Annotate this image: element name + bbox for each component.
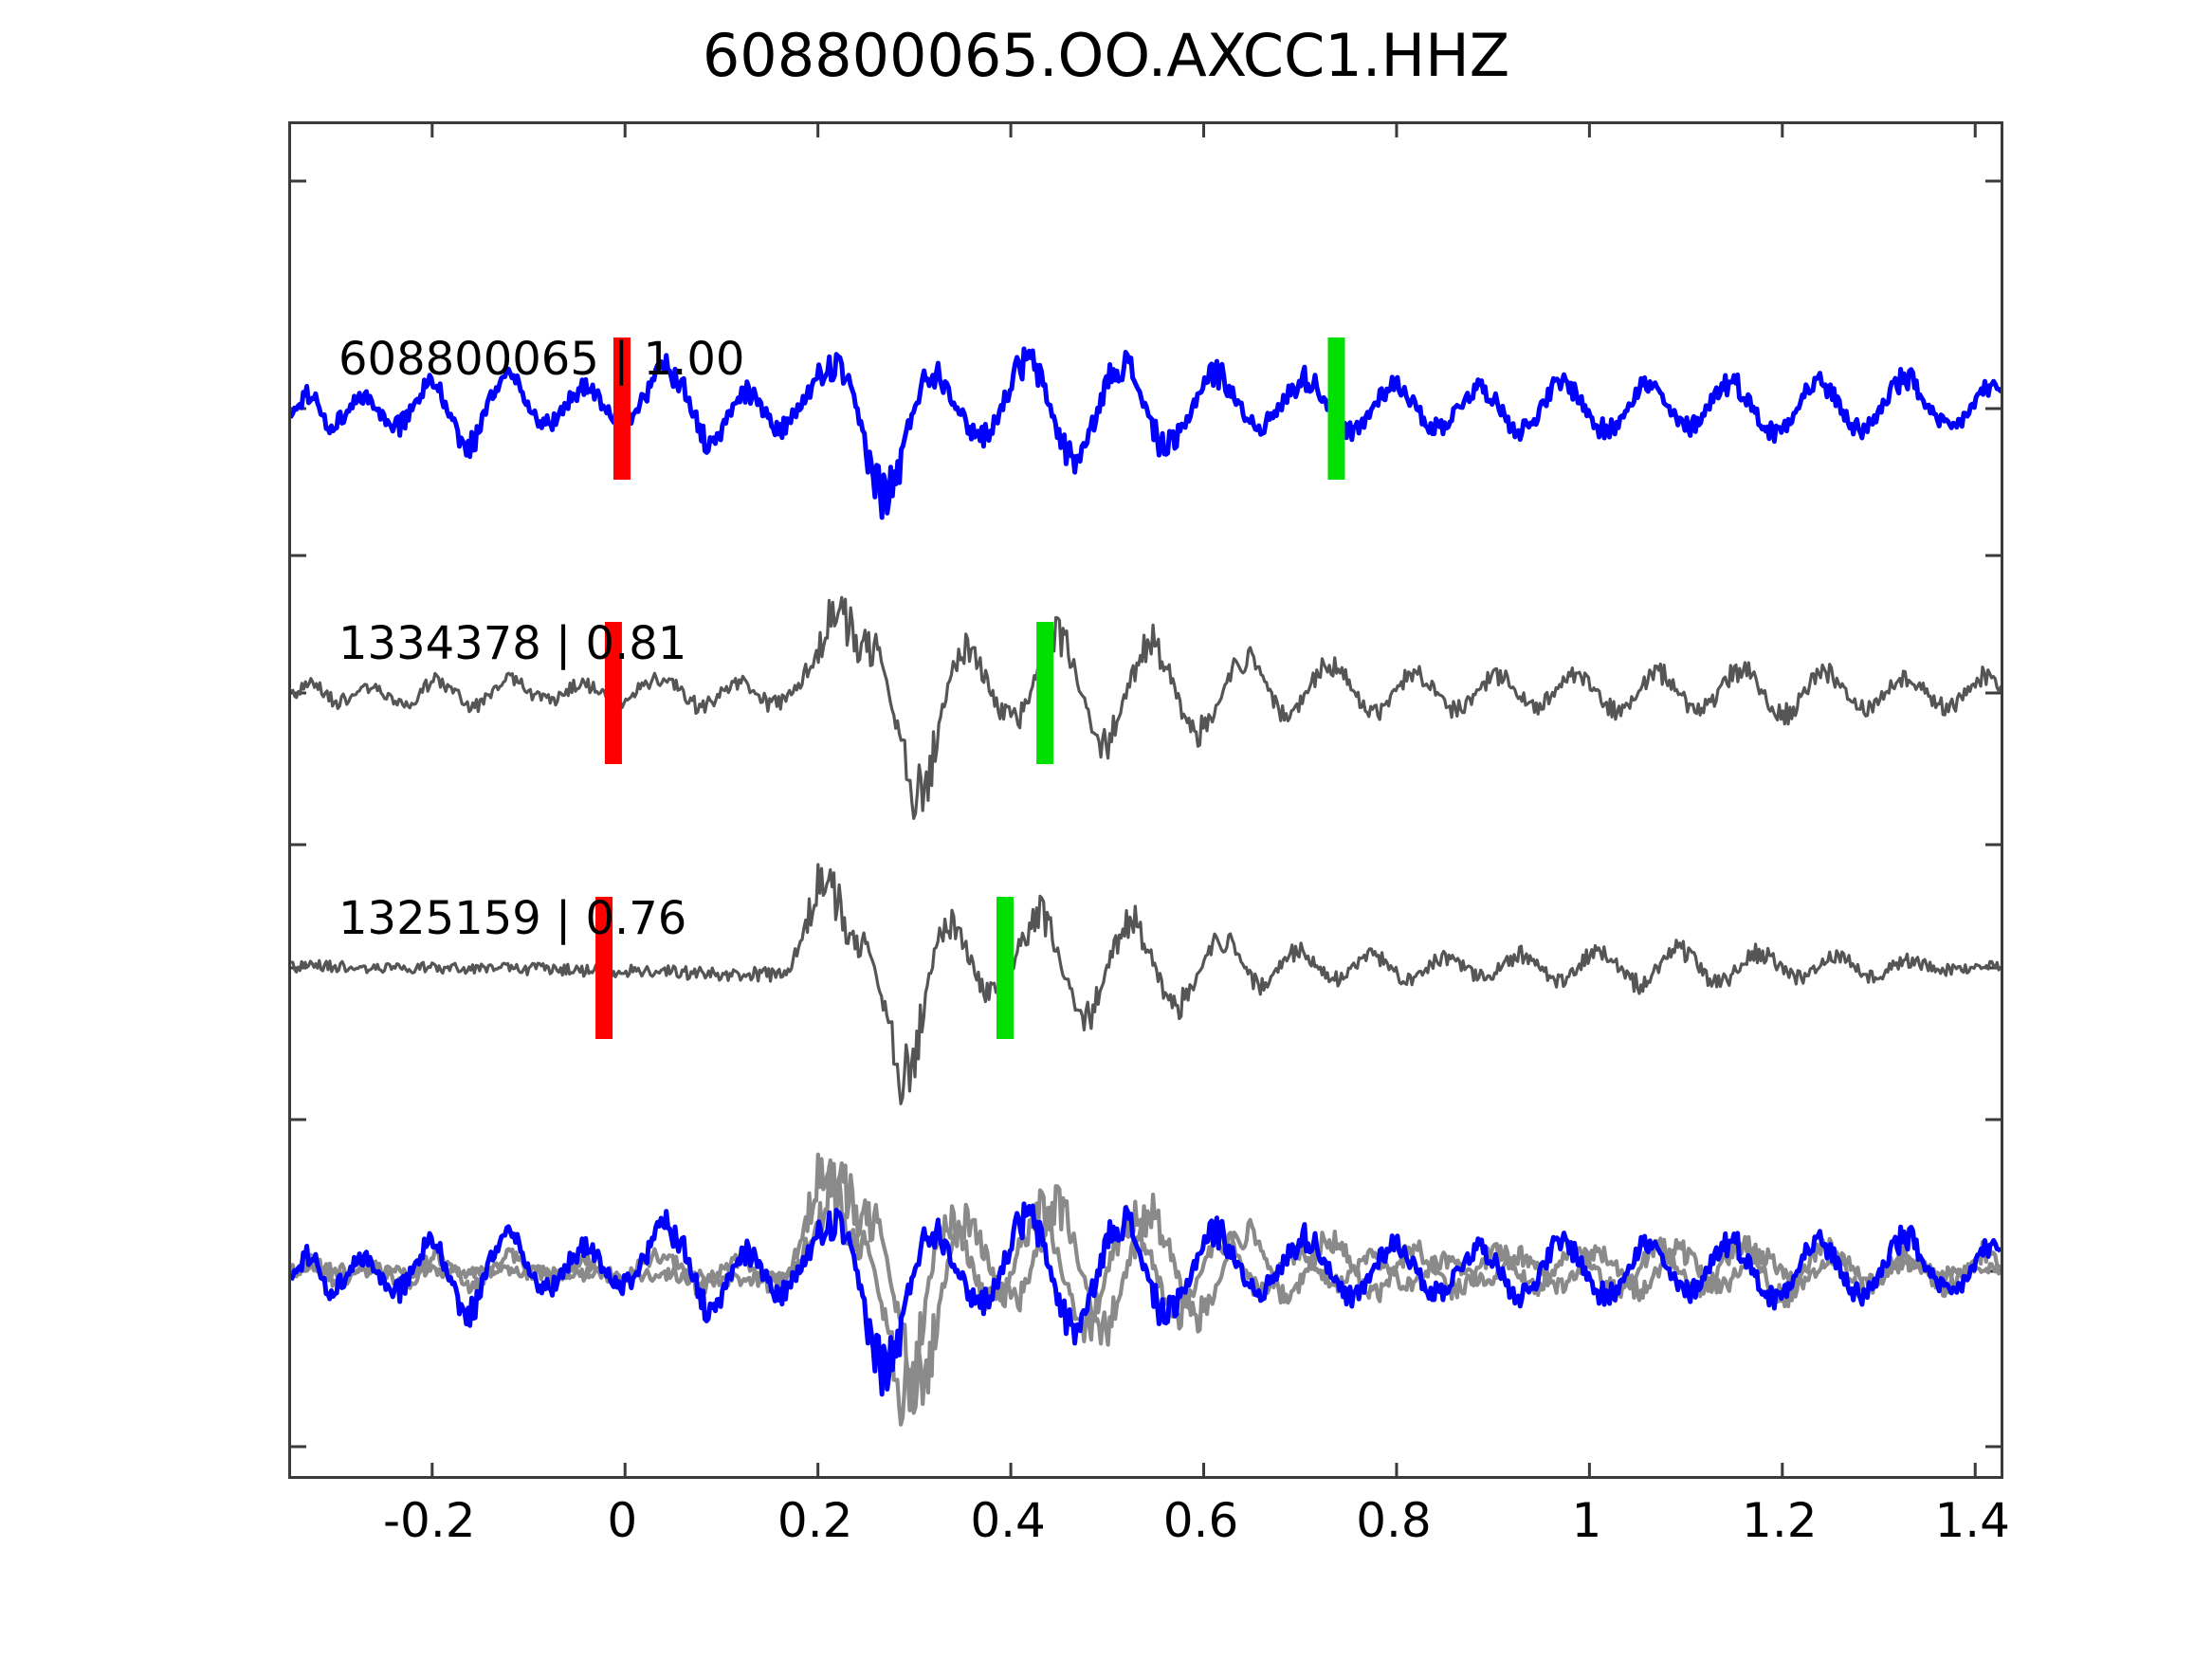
x-axis-tick-labels: -0.2 0 0.2 0.4 0.6 0.8 1 1.2 1.4 xyxy=(288,1493,2010,1559)
trace-label-1: 1334378 | 0.81 xyxy=(338,617,687,670)
plot-area: 608800065 | 1.00 1334378 | 0.81 1325159 … xyxy=(288,121,2003,1479)
overlay-trace-1325159 xyxy=(291,1152,2001,1427)
x-tick-label: 0.6 xyxy=(1162,1493,1239,1548)
x-tick-label: -0.2 xyxy=(383,1493,476,1548)
trace-608800065 xyxy=(291,346,2001,520)
trace-1334378 xyxy=(291,595,2001,820)
page-title: 608800065.OO.AXCC1.HHZ xyxy=(702,21,1510,90)
marker-pick_end-608800065 xyxy=(1327,337,1345,480)
x-tick-label: 1 xyxy=(1571,1493,1602,1548)
marker-pick_end-1334378 xyxy=(1036,622,1054,764)
overlay-trace-608800065 xyxy=(291,1201,2001,1397)
x-tick-label: 1.4 xyxy=(1934,1493,2010,1548)
waveform-plot-svg xyxy=(291,124,2001,1476)
marker-pick_start-1334378 xyxy=(604,622,622,764)
marker-pick_start-1325159 xyxy=(595,897,613,1039)
x-tick-label: 0 xyxy=(607,1493,638,1548)
trace-label-2: 1325159 | 0.76 xyxy=(338,892,687,945)
x-tick-label: 1.2 xyxy=(1742,1493,1818,1548)
trace-1325159 xyxy=(291,863,2001,1105)
marker-pick_start-608800065 xyxy=(612,337,631,480)
x-tick-label: 0.4 xyxy=(970,1493,1046,1548)
trace-label-0: 608800065 | 1.00 xyxy=(338,333,745,386)
x-tick-label: 0.8 xyxy=(1356,1493,1432,1548)
x-tick-label: 0.2 xyxy=(777,1493,853,1548)
marker-pick_end-1325159 xyxy=(996,897,1014,1039)
